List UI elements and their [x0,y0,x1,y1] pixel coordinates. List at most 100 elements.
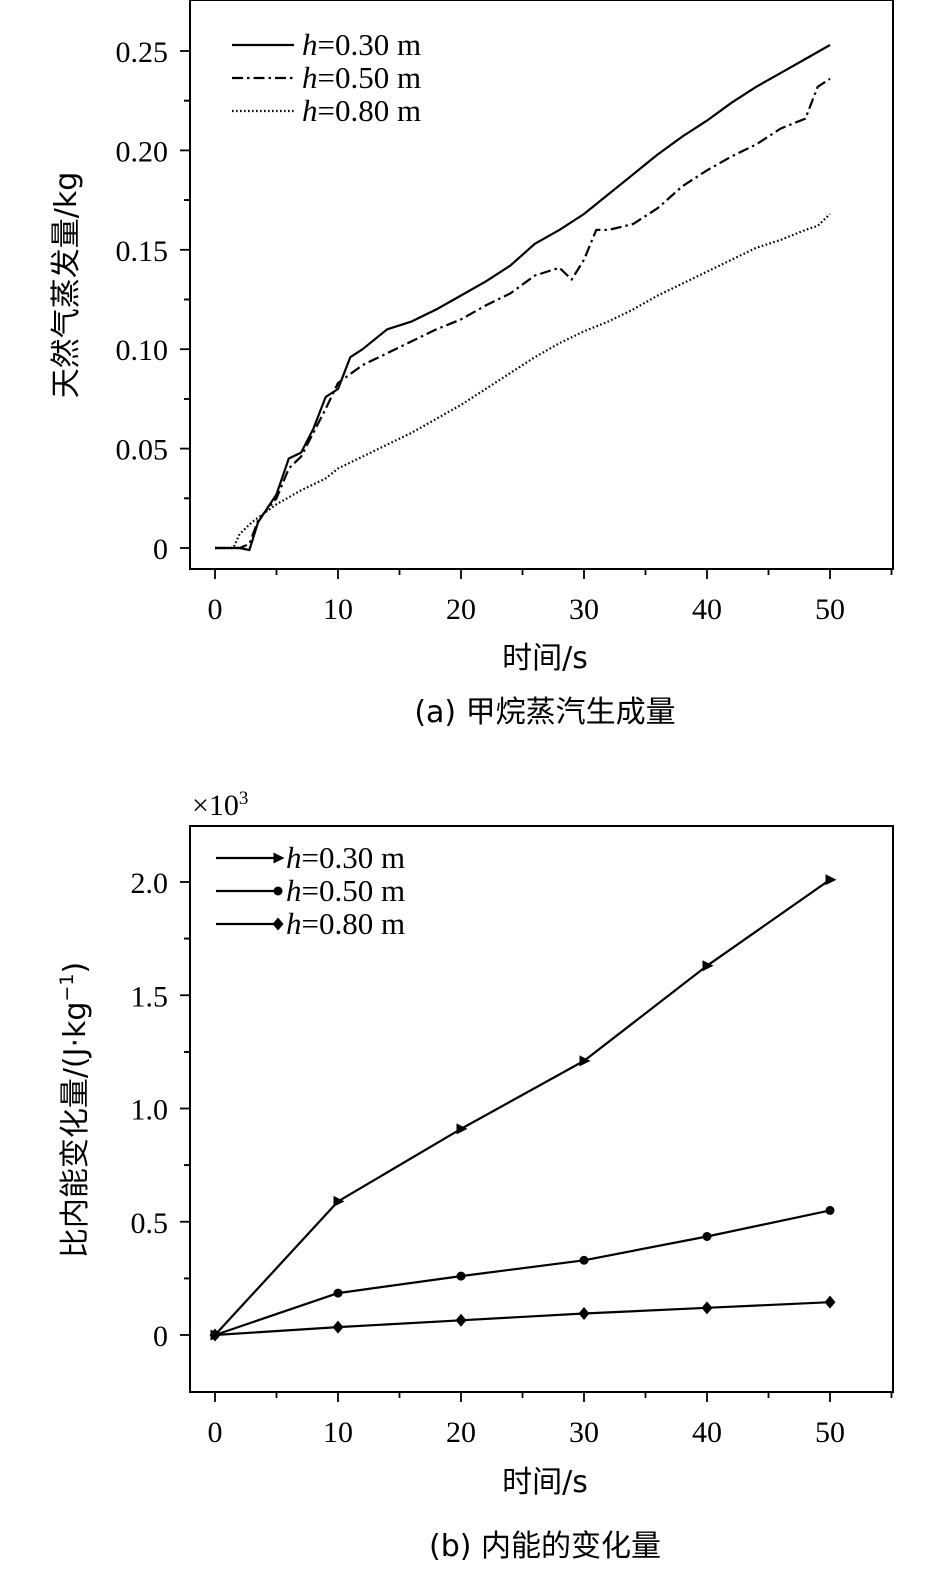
legend-label-var: h [302,93,318,128]
y-tick-label: 1.0 [131,1094,169,1127]
series-3 [209,1295,836,1342]
legend-label-value: =0.50 m [302,873,406,908]
legend-marker [273,886,283,896]
data-point [701,1301,713,1315]
legend-label-value: =0.30 m [302,840,406,875]
chart-b-legend: h=0.30 mh=0.50 mh=0.80 m [216,840,405,941]
x-tick-label: 0 [208,1416,223,1449]
chart-b-y-title-exp: −1 [56,974,78,1002]
y-tick-label: 0.15 [116,235,169,268]
legend-label-var: h [302,60,318,95]
series-2 [210,1205,835,1340]
chart-b-y-title-main: 比内能变化量/(J·kg [58,1002,93,1259]
y-tick-label: 0 [153,533,168,566]
legend-label-var: h [286,873,302,908]
data-point [702,960,714,972]
x-tick-label: 30 [569,593,599,626]
y-tick-label: 0 [153,1320,168,1353]
legend-marker [272,917,284,931]
x-tick-label: 30 [569,1416,599,1449]
series-line [215,213,831,550]
legend-item: h=0.80 m [232,93,421,128]
legend-label-var: h [302,27,318,62]
chart-a-y-axis-title: 天然气蒸发量/kg [49,172,84,399]
legend-label-var: h [286,906,302,941]
legend-label-value: =0.80 m [318,93,422,128]
legend-label: h=0.30 m [302,27,421,62]
legend-item: h=0.50 m [216,873,405,908]
y-tick-label: 0.25 [116,36,169,69]
x-tick-label: 10 [323,593,353,626]
series-1 [215,44,831,552]
legend-label: h=0.30 m [286,840,405,875]
data-point [824,1295,836,1309]
data-point [579,1255,589,1265]
data-point [455,1313,467,1327]
x-tick-label: 40 [692,1416,722,1449]
series-2 [215,77,831,550]
legend-item: h=0.80 m [216,906,405,941]
data-point [825,1205,835,1215]
series-line [214,1209,831,1337]
data-point [578,1306,590,1320]
series-line [214,878,831,1336]
data-point [456,1123,468,1135]
data-point [333,1288,343,1298]
y-tick-label: 0.5 [131,1207,169,1240]
chart-a-x-axis-title: 时间/s [502,641,588,676]
series-line [214,1301,831,1337]
x-tick-label: 50 [815,1416,845,1449]
legend-item: h=0.30 m [216,840,405,875]
chart-b-x-axis-title: 时间/s [502,1465,588,1500]
legend-item: h=0.30 m [232,27,421,62]
chart-a-legend: h=0.30 mh=0.50 mh=0.80 m [232,27,421,128]
chart-a-plot-frame [189,0,894,570]
y-tick-label: 1.5 [131,980,169,1013]
x-tick-label: 0 [208,593,223,626]
data-point [579,1055,591,1067]
y-tick-label: 2.0 [131,867,169,900]
data-point [209,1328,221,1342]
chart-b-series-group [209,874,837,1342]
legend-label-value: =0.30 m [318,27,422,62]
series-3 [215,213,831,550]
x-tick-label: 10 [323,1416,353,1449]
data-point [825,874,837,886]
chart-b-y-title-end: ) [58,962,93,974]
data-point [456,1271,466,1281]
legend-label-value: =0.50 m [318,60,422,95]
data-point [333,1195,345,1207]
x-tick-label: 20 [446,593,476,626]
legend-marker [273,852,285,864]
legend-label: h=0.50 m [302,60,421,95]
chart-b-y-axis-title: 比内能变化量/(J·kg−1) [56,962,93,1258]
y-tick-label: 0.05 [116,434,169,467]
legend-item: h=0.50 m [232,60,421,95]
legend-label: h=0.80 m [286,906,405,941]
x-tick-label: 40 [692,593,722,626]
x-tick-label: 50 [815,593,845,626]
series-line [215,77,831,550]
legend-label-var: h [286,840,302,875]
chart-a-ticks: 0 10 20 30 40 50 0 0.05 0.10 0.15 0.20 0.25 [116,36,893,626]
chart-a-caption: (a) 甲烷蒸汽生成量 [414,695,675,730]
series-1 [210,874,837,1341]
chart-a-series-group [215,44,831,552]
chart-a-methane-vapor: 0 10 20 30 40 50 0 0.05 0.10 0.15 0.20 0.25 h=0.30 … [49,0,894,730]
y-tick-label: 0.20 [116,135,169,168]
data-point [702,1231,712,1241]
chart-b-multiplier: ×103 [192,788,248,822]
legend-label: h=0.80 m [302,93,421,128]
legend-label-value: =0.80 m [302,906,406,941]
legend-label: h=0.50 m [286,873,405,908]
chart-b-multiplier-base: ×10 [192,789,239,822]
chart-b-ticks: 0 10 20 30 40 50 0 0.5 1.0 1.5 2.0 [131,867,893,1449]
y-tick-label: 0.10 [116,334,169,367]
chart-b-multiplier-exp: 3 [239,788,249,809]
data-point [332,1320,344,1334]
series-line [215,44,831,552]
chart-b-caption: (b) 内能的变化量 [429,1529,661,1564]
x-tick-label: 20 [446,1416,476,1449]
